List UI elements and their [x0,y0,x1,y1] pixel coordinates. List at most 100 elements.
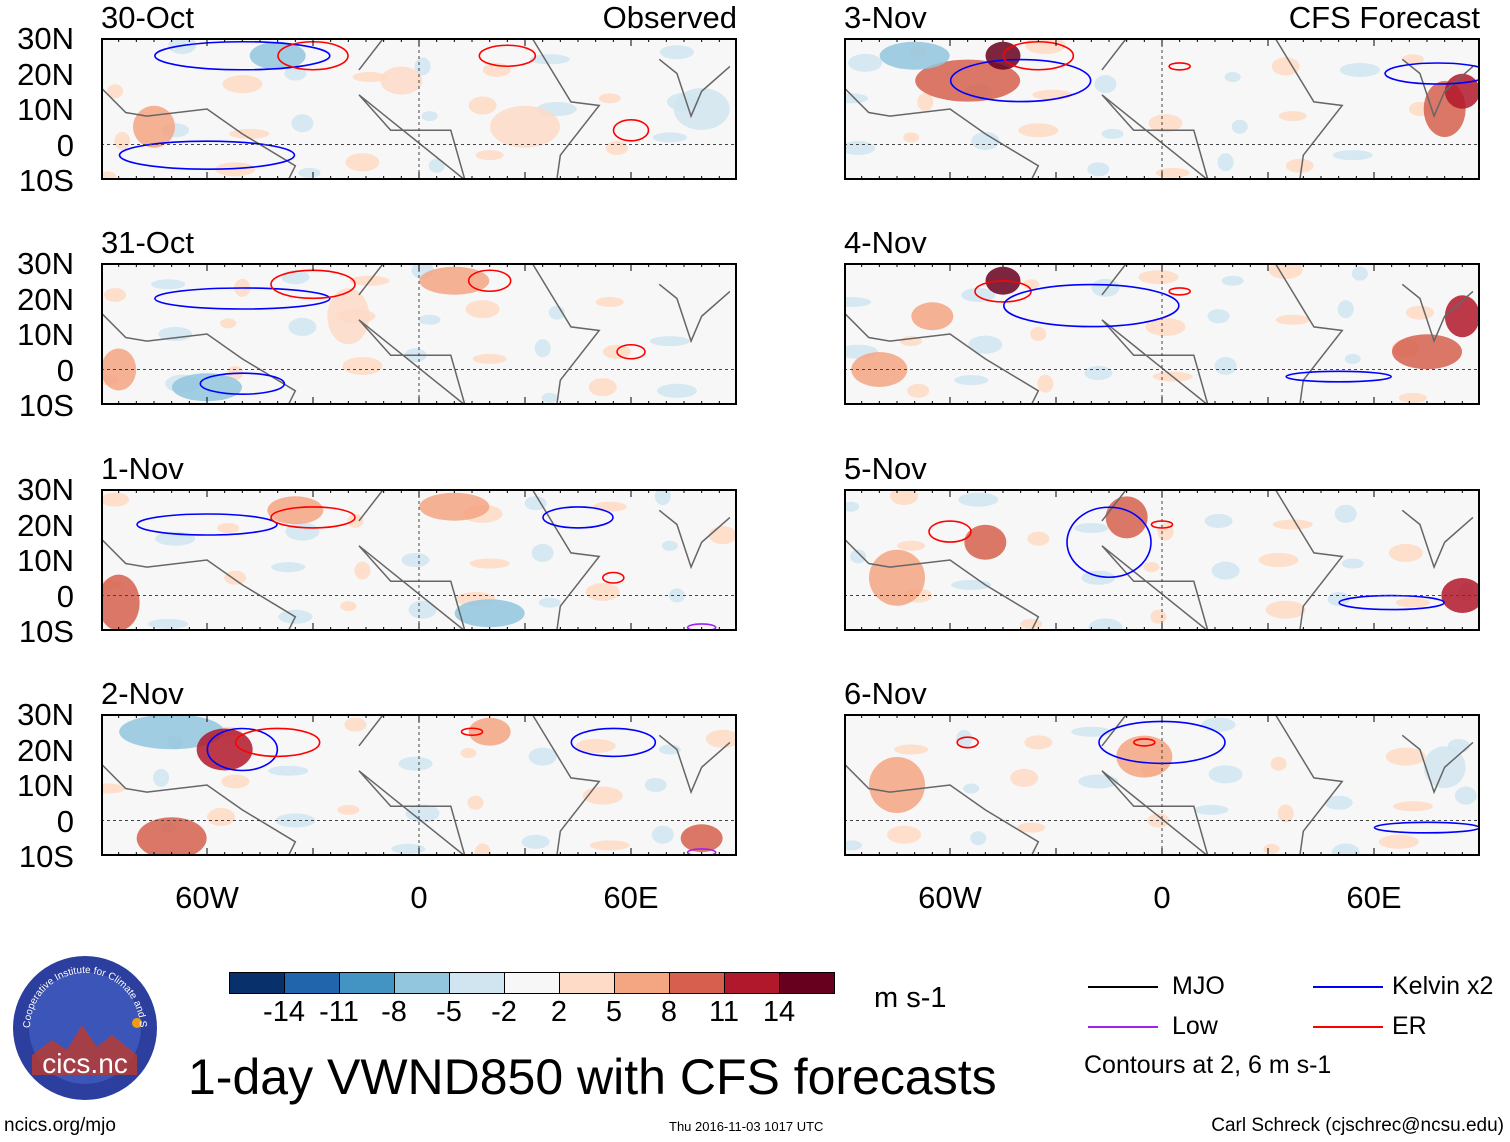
map-panel-6-Nov: 6-Nov [844,676,1480,856]
shading-blob [1388,543,1423,562]
shading-blob [531,543,554,562]
shading-blob [844,501,860,512]
er-contour [1168,62,1191,71]
shading-blob [897,540,926,551]
panel-date: 2-Nov [101,676,184,711]
shading-blob [651,825,674,844]
shading-blob [1010,768,1039,787]
shading-blob [521,834,550,849]
colorbar-swatch [504,972,560,994]
shading-blob [215,162,256,177]
map-svg [101,489,737,631]
shading-anomaly [1116,735,1173,778]
shading-blob [1395,597,1430,608]
india-coastline [658,734,731,795]
shading-blob [153,768,170,787]
shading-blob [408,600,437,619]
shading-blob [598,93,621,104]
shading-blob [659,45,694,60]
shading-blob [391,843,426,854]
shading-anomaly [101,574,140,631]
shading-anomaly [327,288,370,345]
shading-blob [285,522,320,541]
shading-blob [398,756,433,771]
shading-blob [661,540,678,551]
lat-label: 0 [56,127,74,163]
footer-url[interactable]: ncics.org/mjo [4,1115,116,1136]
legend-mjo-line [1088,986,1158,988]
lat-label: 30N [17,246,74,281]
lat-label: 10N [17,543,74,578]
shading-blob [1332,150,1373,161]
shading-blob [207,807,236,826]
americas-coastline [844,312,1040,405]
kelvin-contour [1066,506,1152,579]
map-panel-2-Nov: 2-Nov [101,676,737,856]
shading-blob [1271,57,1300,76]
africa-coastline [358,38,601,180]
africa-coastline [358,263,601,405]
shading-anomaly [673,88,730,130]
shading-blob [524,496,547,511]
shading-blob [1324,795,1353,810]
shading-blob [340,601,357,612]
shading-blob [271,562,306,573]
shading-blob [894,744,929,755]
shading-anomaly [267,496,324,525]
er-contour [270,506,356,529]
panel-date: 4-Nov [844,225,927,260]
colorbar-swatch [229,972,285,994]
shading-blob [1392,801,1433,812]
shading-blob [460,748,477,759]
lat-label: 20N [17,732,74,768]
shading-blob [1334,504,1357,523]
india-coastline [1401,734,1474,795]
kelvin-contour [542,506,614,529]
shading-anomaly [851,352,908,387]
shading-blob [1214,356,1237,375]
shading-anomaly [915,59,1021,102]
footer-timestamp: Thu 2016-11-03 1017 UTC [669,1119,824,1134]
shading-blob [298,167,321,178]
map-svg [101,38,737,180]
svg-text:cics.nc: cics.nc [42,1048,128,1079]
lat-label: 10N [17,92,74,127]
shading-blob [1101,128,1124,139]
lat-label: 10S [18,163,74,198]
shading-blob [968,335,1003,354]
shading-anomaly [1105,496,1148,539]
shading-blob [1020,618,1043,629]
india-coastline [658,58,731,119]
shading-blob [954,375,989,386]
shading-anomaly [1444,73,1480,109]
shading-blob [291,114,314,133]
shading-anomaly [911,302,954,331]
shading-anomaly [869,757,925,813]
shading-blob [354,561,371,580]
shading-blob [1285,158,1314,173]
colorbar-swatch [559,972,615,994]
colorbar-tick: -5 [436,996,462,1028]
shading-blob [1351,266,1368,281]
shading-blob [1207,309,1230,324]
colorbar-tick: 2 [550,996,568,1028]
shading-blob [421,111,438,122]
lat-label: 10S [18,388,74,423]
lat-label: 10S [18,839,74,874]
lat-label: 30N [17,697,74,732]
shading-blob [107,84,124,99]
lon-label: 60E [1346,880,1402,915]
shading-blob [1201,717,1236,732]
shading-blob [475,150,504,161]
lat-label: 30N [17,472,74,507]
shading-anomaly [119,714,225,750]
figure-title: 1-day VWND850 with CFS forecasts [188,1049,997,1105]
shading-blob [1277,804,1294,823]
india-coastline [658,283,731,344]
observed-label: Observed [602,0,737,35]
shading-blob [1143,562,1160,573]
kelvin-contour [1384,62,1480,85]
shading-anomaly [1444,295,1480,338]
shading-blob [1341,558,1364,569]
shading-anomaly [490,105,560,148]
